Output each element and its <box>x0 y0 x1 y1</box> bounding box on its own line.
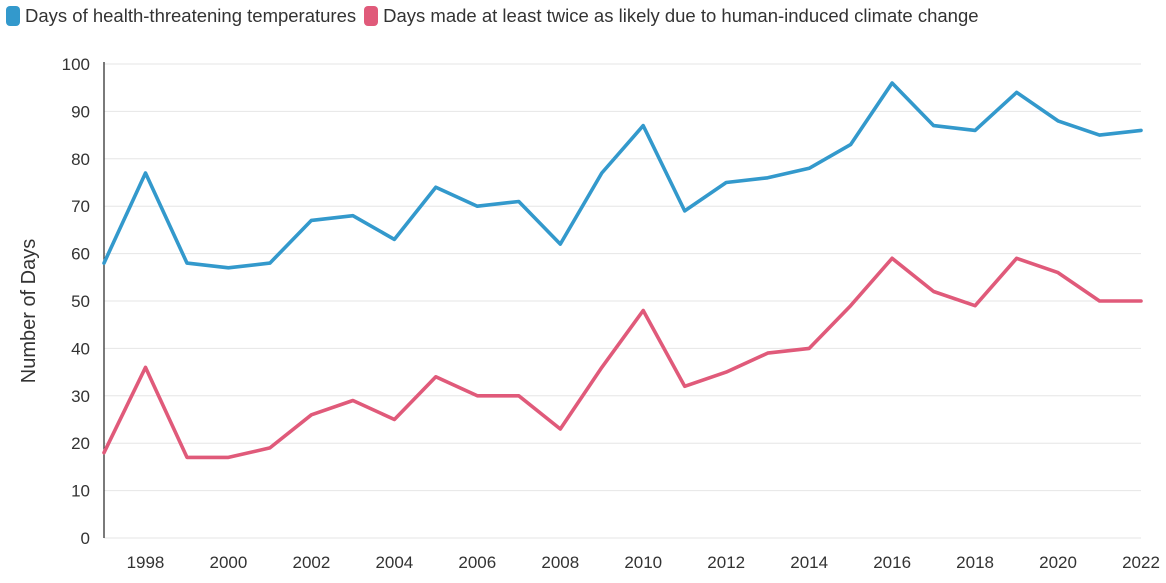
data-point-s0-1999[interactable] <box>185 261 189 265</box>
x-tick-label-2018: 2018 <box>956 553 994 572</box>
data-point-s0-2016[interactable] <box>890 81 894 85</box>
data-point-s0-2018[interactable] <box>973 128 977 132</box>
x-tick-label-2002: 2002 <box>292 553 330 572</box>
y-tick-label-100: 100 <box>62 55 90 74</box>
data-point-s0-2011[interactable] <box>683 209 687 213</box>
data-point-s1-2009[interactable] <box>600 365 604 369</box>
data-point-s1-1997[interactable] <box>102 451 106 455</box>
data-point-s1-2017[interactable] <box>932 290 936 294</box>
y-axis-ticks: 0 10 20 30 40 50 60 70 80 90 100 <box>62 55 90 548</box>
data-point-s0-2021[interactable] <box>1098 133 1102 137</box>
y-tick-label-50: 50 <box>71 292 90 311</box>
data-point-s0-2009[interactable] <box>600 171 604 175</box>
data-point-s0-1998[interactable] <box>143 171 147 175</box>
legend-swatch-pink <box>364 6 379 26</box>
y-tick-label-90: 90 <box>71 102 90 121</box>
data-point-s0-2007[interactable] <box>517 199 521 203</box>
y-tick-label-80: 80 <box>71 150 90 169</box>
data-point-s0-2005[interactable] <box>434 185 438 189</box>
data-point-s0-2002[interactable] <box>309 218 313 222</box>
y-axis-label: Number of Days <box>18 239 40 384</box>
legend-item-climate-change[interactable]: Days made at least twice as likely due t… <box>364 5 979 27</box>
data-point-s1-2012[interactable] <box>724 370 728 374</box>
data-point-s1-2011[interactable] <box>683 384 687 388</box>
data-point-s1-2008[interactable] <box>558 427 562 431</box>
data-point-s0-2017[interactable] <box>932 124 936 128</box>
data-point-s0-2019[interactable] <box>1015 90 1019 94</box>
legend-label-climate-change: Days made at least twice as likely due t… <box>383 5 979 26</box>
legend-label-health-threatening: Days of health-threatening temperatures <box>25 5 357 26</box>
data-point-s0-2008[interactable] <box>558 242 562 246</box>
x-axis-ticks: 1998 2000 2002 2004 2006 2008 2010 2012 2014 2016… <box>127 553 1160 572</box>
data-point-s1-2001[interactable] <box>268 446 272 450</box>
data-point-s1-1998[interactable] <box>143 365 147 369</box>
data-point-s1-2019[interactable] <box>1015 256 1019 260</box>
x-tick-label-2006: 2006 <box>458 553 496 572</box>
data-point-s1-2014[interactable] <box>807 346 811 350</box>
data-point-s1-2013[interactable] <box>766 351 770 355</box>
y-tick-label-10: 10 <box>71 482 90 501</box>
legend-swatch-blue <box>6 6 20 26</box>
x-tick-label-1998: 1998 <box>127 553 165 572</box>
data-point-s1-2003[interactable] <box>351 399 355 403</box>
chart-legend: Days of health-threatening temperatures … <box>6 5 987 27</box>
data-point-s0-2014[interactable] <box>807 166 811 170</box>
data-point-s0-2000[interactable] <box>226 266 230 270</box>
data-point-s1-1999[interactable] <box>185 455 189 459</box>
data-point-s0-2003[interactable] <box>351 214 355 218</box>
data-point-s1-2018[interactable] <box>973 304 977 308</box>
data-point-s1-2020[interactable] <box>1056 271 1060 275</box>
data-point-s0-2001[interactable] <box>268 261 272 265</box>
x-tick-label-2020: 2020 <box>1039 553 1077 572</box>
x-tick-label-2022: 2022 <box>1122 553 1160 572</box>
legend-item-health-threatening[interactable]: Days of health-threatening temperatures <box>6 5 356 27</box>
y-tick-label-40: 40 <box>71 339 90 358</box>
y-tick-label-60: 60 <box>71 245 90 264</box>
y-tick-label-70: 70 <box>71 197 90 216</box>
y-tick-label-0: 0 <box>81 529 90 548</box>
data-point-s1-2010[interactable] <box>641 308 645 312</box>
data-point-s1-2004[interactable] <box>392 418 396 422</box>
x-tick-label-2010: 2010 <box>624 553 662 572</box>
x-tick-label-2014: 2014 <box>790 553 828 572</box>
y-tick-label-20: 20 <box>71 434 90 453</box>
data-point-s1-2021[interactable] <box>1098 299 1102 303</box>
data-point-s0-1997[interactable] <box>102 261 106 265</box>
data-point-s1-2002[interactable] <box>309 413 313 417</box>
data-point-s1-2000[interactable] <box>226 455 230 459</box>
data-point-s1-2007[interactable] <box>517 394 521 398</box>
data-point-s1-2005[interactable] <box>434 375 438 379</box>
data-point-s1-2022[interactable] <box>1139 299 1143 303</box>
data-point-s0-2010[interactable] <box>641 124 645 128</box>
data-point-s1-2006[interactable] <box>475 394 479 398</box>
x-tick-label-2012: 2012 <box>707 553 745 572</box>
gridlines <box>104 63 1141 539</box>
data-point-s1-2016[interactable] <box>890 256 894 260</box>
x-tick-label-2008: 2008 <box>541 553 579 572</box>
data-point-s0-2013[interactable] <box>766 176 770 180</box>
data-point-s0-2006[interactable] <box>475 204 479 208</box>
y-tick-label-30: 30 <box>71 387 90 406</box>
data-point-s0-2020[interactable] <box>1056 119 1060 123</box>
data-point-s0-2004[interactable] <box>392 237 396 241</box>
x-tick-label-2016: 2016 <box>873 553 911 572</box>
data-point-s0-2015[interactable] <box>849 143 853 147</box>
x-tick-label-2000: 2000 <box>210 553 248 572</box>
series-line-1[interactable] <box>102 256 1143 460</box>
series-line-0[interactable] <box>102 81 1143 270</box>
x-tick-label-2004: 2004 <box>375 553 413 572</box>
series-lines <box>102 81 1143 460</box>
data-point-s0-2022[interactable] <box>1139 128 1143 132</box>
data-point-s0-2012[interactable] <box>724 181 728 185</box>
data-point-s1-2015[interactable] <box>849 304 853 308</box>
